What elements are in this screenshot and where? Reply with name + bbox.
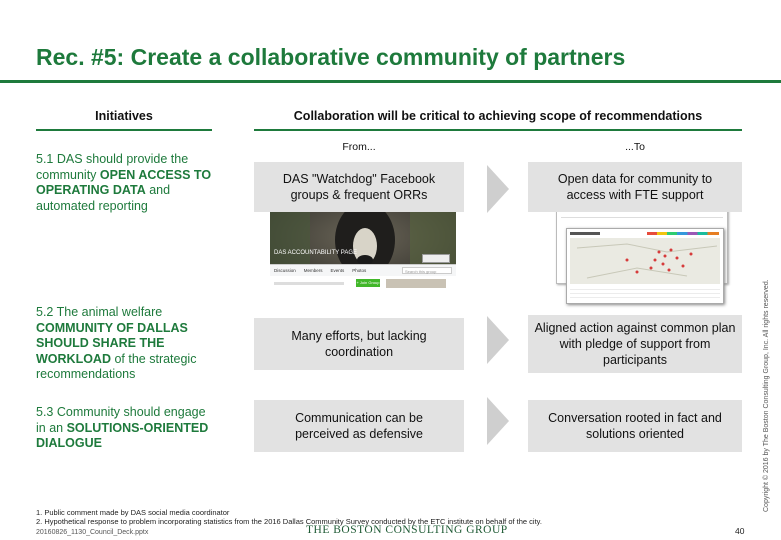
title-divider [0,80,781,83]
initiative-text: 5.3 Community should engage in an [36,405,206,435]
page-number: 40 [735,526,745,536]
to-box-3: Conversation rooted in fact and solution… [528,400,742,452]
open-data-portal-screenshot-front [566,228,724,304]
initiative-text: of the strategic recommendations [36,351,197,382]
to-box-2: Aligned action against common plan with … [528,315,742,373]
from-text: DAS "Watchdog" Facebook groups & frequen… [282,172,436,202]
portal-heading [570,232,600,235]
initiative-emphasis: COMMUNITY OF DALLAS SHOULD SHARE THE WOR… [36,320,188,366]
collaboration-header: Collaboration will be critical to achiev… [293,109,703,123]
to-text: Open data for community to access with F… [557,172,713,202]
to-text: Conversation rooted in fact and solution… [548,411,722,441]
copyright-notice: Copyright © 2016 by The Boston Consultin… [763,279,770,512]
initiative-emphasis: SOLUTIONS-ORIENTED DIALOGUE [36,420,209,451]
initiative-5-2: 5.2 The animal welfare COMMUNITY OF DALL… [36,305,216,383]
from-box-1: DAS "Watchdog" Facebook groups & frequen… [254,162,464,212]
chevron-right-icon [487,397,509,445]
initiative-5-3: 5.3 Community should engage in an SOLUTI… [36,405,216,452]
to-label: ...To [625,141,645,153]
initiatives-header: Initiatives [95,109,153,123]
facebook-tab-bar: Discussion Members Events Photos Search … [270,264,456,276]
chevron-right-icon [487,316,509,364]
initiative-text: 5.1 DAS should provide the community [36,152,189,182]
facebook-tab: Members [303,268,323,273]
footnote-2: 2. Hypothetical response to problem inco… [36,517,542,526]
from-label: From... [342,141,376,153]
chevron-right-icon [487,165,509,213]
portal-map [570,238,720,284]
portal-data-table [570,286,720,300]
footnote-1: 1. Public comment made by DAS social med… [36,508,230,517]
bcg-logo: THE BOSTON CONSULTING GROUP [306,524,508,536]
facebook-tab: Events [330,268,345,273]
facebook-photo-strip [386,279,446,288]
from-text: Communication can be perceived as defens… [295,411,423,441]
from-box-2: Many efforts, but lacking coordination [254,318,464,370]
initiative-text: 5.2 The animal welfare [36,305,163,319]
facebook-join-button: + Join Group [356,279,380,287]
portal-divider [561,217,723,218]
facebook-tab: Discussion [274,268,296,273]
from-box-3: Communication can be perceived as defens… [254,400,464,452]
facebook-group-screenshot: DAS ACCOUNTABILITY PAGE Discussion Membe… [270,200,456,292]
initiative-5-1: 5.1 DAS should provide the community OPE… [36,152,216,214]
from-text: Many efforts, but lacking coordination [291,329,427,359]
facebook-search-input: Search this group [402,267,452,274]
initiative-emphasis: OPEN ACCESS TO OPERATING DATA [36,167,212,198]
initiative-text: and automated reporting [36,183,171,213]
initiatives-header-rule [36,129,212,131]
slide-title: Rec. #5: Create a collaborative communit… [36,44,626,70]
facebook-page-name: DAS ACCOUNTABILITY PAGE [274,250,358,256]
facebook-like-button [422,254,450,263]
to-box-1: Open data for community to access with F… [528,162,742,212]
facebook-tab: Photos [352,268,367,273]
portal-legend-bar [647,232,719,235]
collaboration-header-rule [254,129,742,131]
file-name: 20160826_1130_Council_Deck.pptx [36,529,149,536]
to-text: Aligned action against common plan with … [534,321,736,367]
facebook-post-area: + Join Group [270,276,456,292]
post-placeholder-line [274,282,344,285]
